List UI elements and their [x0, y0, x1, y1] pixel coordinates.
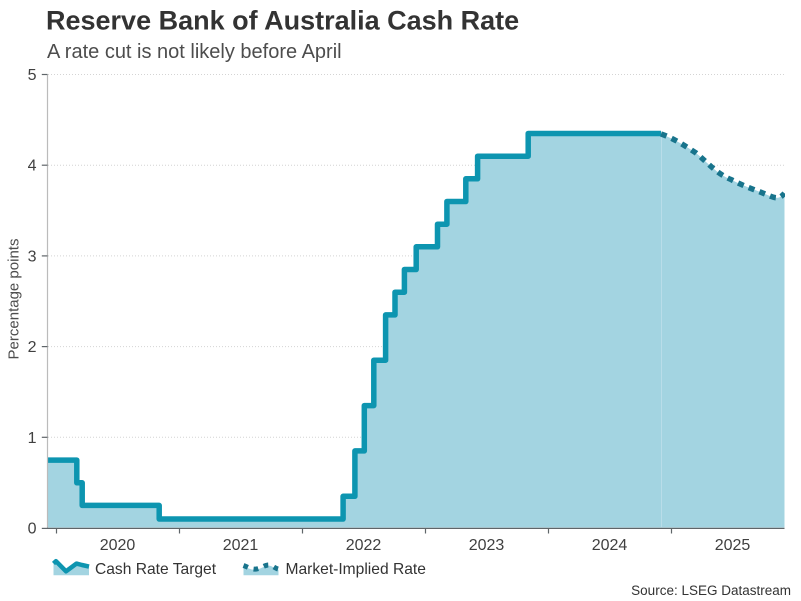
svg-text:2021: 2021 [223, 537, 259, 554]
svg-text:2020: 2020 [100, 537, 136, 554]
svg-text:4: 4 [28, 158, 37, 175]
svg-text:2022: 2022 [346, 537, 382, 554]
svg-text:Source: LSEG Datastream: Source: LSEG Datastream [631, 583, 791, 598]
svg-text:Cash Rate Target: Cash Rate Target [95, 561, 217, 578]
svg-text:5: 5 [28, 67, 37, 84]
svg-text:2025: 2025 [715, 537, 751, 554]
svg-text:2024: 2024 [592, 537, 628, 554]
svg-text:Market-Implied Rate: Market-Implied Rate [286, 561, 426, 578]
svg-text:A rate cut is not likely befor: A rate cut is not likely before April [47, 41, 342, 63]
svg-text:Reserve Bank of Australia Cash: Reserve Bank of Australia Cash Rate [46, 6, 519, 36]
svg-text:1: 1 [28, 430, 37, 447]
svg-text:2: 2 [28, 339, 37, 356]
svg-text:Percentage points: Percentage points [6, 239, 23, 360]
svg-text:0: 0 [28, 521, 37, 538]
svg-text:2023: 2023 [469, 537, 505, 554]
svg-text:3: 3 [28, 248, 37, 265]
